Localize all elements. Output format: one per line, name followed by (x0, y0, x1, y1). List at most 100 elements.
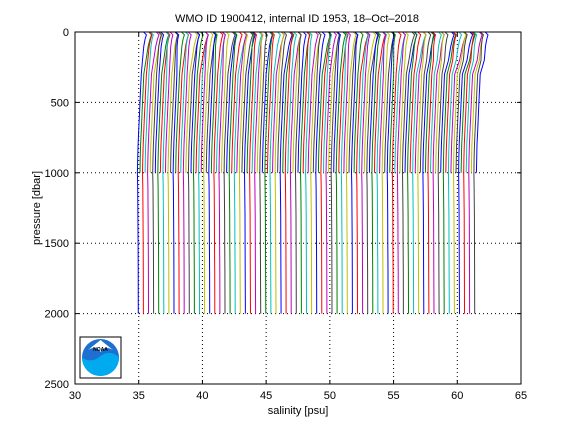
profile-line (432, 31, 445, 314)
profile-line (381, 31, 391, 314)
profile-line (256, 31, 264, 173)
chart-title: WMO ID 1900412, internal ID 1953, 18–Oct… (175, 13, 419, 25)
profile-line (358, 31, 370, 173)
x-tick-label: 65 (515, 390, 527, 402)
profile-line (320, 31, 333, 314)
profile-line (325, 31, 337, 314)
profile-line (348, 31, 359, 173)
profile-line (167, 31, 179, 314)
profile-line (144, 31, 154, 173)
profile-line (389, 31, 396, 173)
profile-line (157, 31, 170, 314)
y-tick-labels: 0 500 1000 1500 2000 2500 (45, 27, 69, 391)
profile-line (399, 31, 409, 173)
profile-line (139, 31, 153, 173)
profiles (136, 31, 489, 314)
profile-line (353, 31, 364, 173)
profile-line (458, 31, 474, 314)
profile-line (284, 31, 294, 314)
grid (75, 32, 521, 384)
profile-line (401, 31, 416, 314)
x-axis-label: salinity [psu] (268, 405, 329, 417)
profile-line (371, 31, 381, 314)
profile-line (192, 31, 204, 314)
profile-line (430, 31, 442, 173)
profile-line (374, 31, 386, 173)
profile-line (409, 31, 422, 173)
profile-line (302, 31, 311, 173)
profile-line (419, 31, 432, 173)
profile-line (452, 31, 467, 314)
profile-line (407, 31, 418, 314)
profile-line (136, 31, 147, 314)
y-tick-label: 2000 (45, 309, 69, 321)
profile-line (154, 31, 165, 173)
profile-line (475, 31, 489, 173)
profile-line (266, 31, 275, 173)
profile-line (177, 31, 190, 314)
profile-line (175, 31, 185, 173)
profile-line (465, 31, 478, 173)
noaa-logo: NOAA (79, 336, 122, 379)
profile-line (412, 31, 427, 314)
profile-line (249, 31, 258, 314)
x-tick-label: 55 (387, 390, 399, 402)
profile-line (162, 31, 170, 314)
profile-line (455, 31, 468, 173)
profile-line (200, 31, 209, 173)
profile-line (218, 31, 226, 314)
x-tick-label: 40 (196, 390, 208, 402)
profile-line (208, 31, 217, 314)
y-tick-label: 1500 (45, 238, 69, 250)
profile-line (269, 31, 281, 314)
profile-line (226, 31, 238, 173)
profile-line (473, 31, 484, 314)
profile-line (210, 31, 218, 173)
profile-line (274, 31, 285, 314)
profile-line (317, 31, 332, 173)
profile-line (241, 31, 254, 173)
profile-line (246, 31, 255, 173)
profile-line (435, 31, 445, 173)
profile-line (363, 31, 377, 173)
profile-line (330, 31, 340, 314)
profile-line (147, 31, 160, 314)
profile-line (356, 31, 369, 314)
profile-line (238, 31, 249, 314)
profile-line (236, 31, 247, 173)
profile-line (379, 31, 387, 173)
axis-ticks (74, 31, 522, 385)
y-tick-label: 500 (51, 97, 69, 109)
profile-line (251, 31, 263, 173)
y-tick-label: 1000 (45, 168, 69, 180)
profile-line (442, 31, 457, 314)
profile-line (417, 31, 427, 314)
profile-line (264, 31, 274, 314)
profile-line (190, 31, 200, 173)
profile-line (279, 31, 293, 314)
profile-line (424, 31, 435, 173)
profile-line (231, 31, 243, 173)
profile-line (172, 31, 180, 314)
profile-line (396, 31, 406, 314)
profile-line (463, 31, 475, 314)
profile-line (340, 31, 348, 314)
profile-line (297, 31, 307, 173)
profile-line (335, 31, 347, 314)
profile-line (368, 31, 379, 173)
profile-line (289, 31, 302, 314)
plot-frame (74, 31, 522, 385)
y-tick-label: 0 (63, 27, 69, 39)
profile-line (305, 31, 313, 314)
profile-line (180, 31, 189, 173)
profile-line (437, 31, 449, 314)
profile-line (198, 31, 209, 314)
profile-line (185, 31, 198, 173)
profile-line (345, 31, 357, 314)
profile-line (391, 31, 402, 314)
profile-line (141, 31, 153, 314)
profile-line (203, 31, 214, 314)
profile-line (386, 31, 396, 314)
profile-line (165, 31, 174, 173)
